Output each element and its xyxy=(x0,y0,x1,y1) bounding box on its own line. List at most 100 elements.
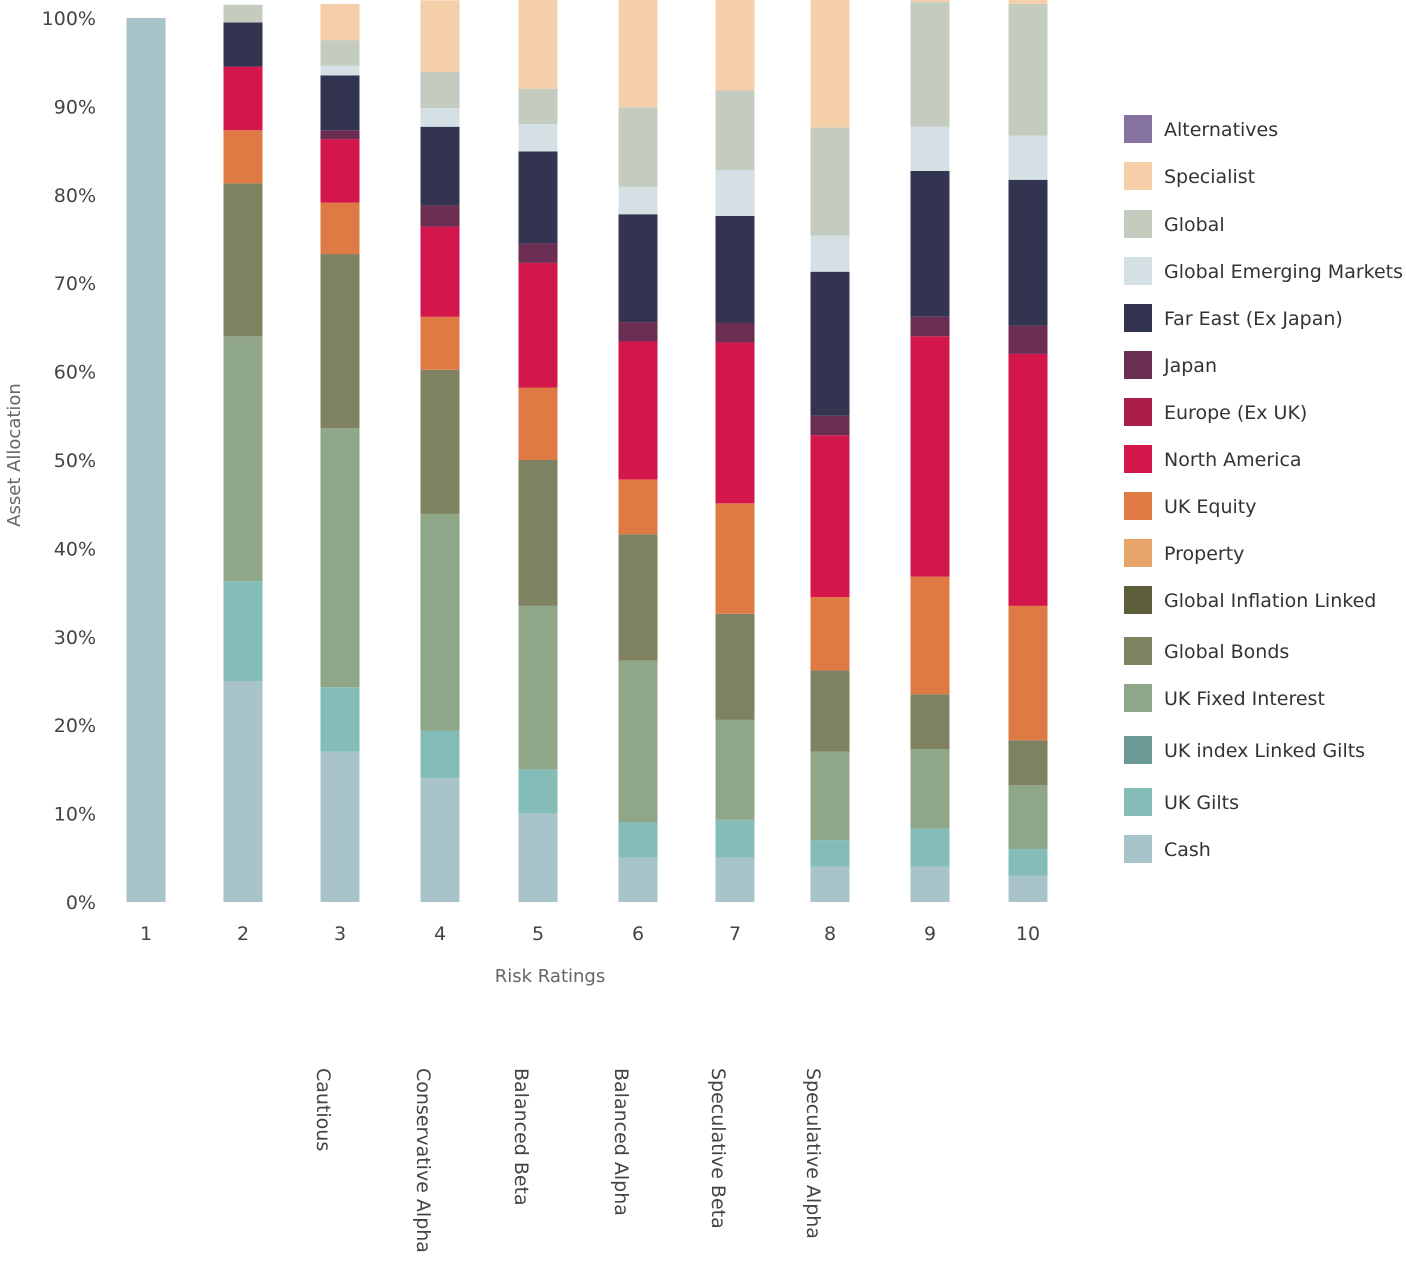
legend-swatch xyxy=(1124,445,1152,473)
bar-segment xyxy=(618,534,658,661)
profile-label: Cautious xyxy=(312,1068,334,1151)
bar-segment xyxy=(618,214,658,323)
bar-segment xyxy=(420,108,460,127)
legend-item: UK Equity xyxy=(1124,492,1257,520)
x-tick-label: 3 xyxy=(334,923,346,945)
bar-segment xyxy=(518,243,558,263)
legend-item: Cash xyxy=(1124,835,1211,863)
bar-segment xyxy=(223,66,263,131)
profile-label: Conservative Alpha xyxy=(412,1068,434,1253)
bar-segment xyxy=(320,428,360,688)
bar-segment xyxy=(1008,353,1048,606)
bar-segment xyxy=(518,262,558,388)
bar-segment xyxy=(320,3,360,41)
y-tick-label: 50% xyxy=(54,450,96,472)
bar-segment xyxy=(420,0,460,72)
x-tick-label: 6 xyxy=(632,923,644,945)
bar-segment xyxy=(1008,3,1048,136)
legend-swatch xyxy=(1124,398,1152,426)
legend-item: Global Emerging Markets xyxy=(1124,257,1403,285)
bar-segment xyxy=(810,597,850,671)
bar-segment xyxy=(910,126,950,171)
legend-item: Global xyxy=(1124,210,1225,238)
y-tick-label: 60% xyxy=(54,362,96,384)
y-tick-label: 30% xyxy=(54,627,96,649)
legend-swatch xyxy=(1124,684,1152,712)
bar-segment xyxy=(320,687,360,752)
bar-segment xyxy=(715,170,755,217)
bar-segment xyxy=(223,22,263,67)
bar-segment xyxy=(320,40,360,66)
bar-segment xyxy=(320,139,360,203)
x-tick-label: 2 xyxy=(237,923,249,945)
legend-swatch xyxy=(1124,586,1152,614)
legend-swatch xyxy=(1124,351,1152,379)
y-tick-label: 0% xyxy=(66,892,96,914)
bar-segment xyxy=(518,0,558,89)
bar-segment xyxy=(715,719,755,820)
bar-segment xyxy=(223,183,263,337)
bar-segment xyxy=(518,387,558,460)
bar-segment xyxy=(810,435,850,598)
legend-swatch xyxy=(1124,788,1152,816)
legend-swatch xyxy=(1124,835,1152,863)
bar-segment xyxy=(618,479,658,535)
legend-item: UK Gilts xyxy=(1124,788,1239,816)
legend-label: Cash xyxy=(1164,839,1211,861)
bar-segment xyxy=(1008,848,1048,876)
y-tick-label: 40% xyxy=(54,538,96,560)
legend-item: Specialist xyxy=(1124,162,1255,190)
bar-segment xyxy=(223,130,263,184)
y-tick-label: 80% xyxy=(54,185,96,207)
bar-segment xyxy=(810,866,850,902)
legend-label: Alternatives xyxy=(1164,119,1278,141)
x-tick-label: 1 xyxy=(140,923,152,945)
bar-segment xyxy=(518,124,558,152)
bar-segment xyxy=(810,127,850,236)
bar-segment xyxy=(518,605,558,770)
bar-segment xyxy=(810,751,850,841)
profile-label: Balanced Alpha xyxy=(610,1068,632,1216)
legend-label: Specialist xyxy=(1164,166,1255,188)
bar-stack-7 xyxy=(715,0,755,902)
bar-segment xyxy=(910,694,950,750)
x-tick-label: 5 xyxy=(532,923,544,945)
bar-segment xyxy=(715,342,755,504)
bar-stack-3 xyxy=(320,3,360,902)
legend-swatch xyxy=(1124,492,1152,520)
profile-label: Speculative Alpha xyxy=(802,1068,824,1239)
bar-segment xyxy=(910,749,950,829)
legend-swatch xyxy=(1124,304,1152,332)
y-tick-label: 70% xyxy=(54,273,96,295)
legend-item: UK index Linked Gilts xyxy=(1124,736,1365,764)
bar-segment xyxy=(810,840,850,867)
bar-segment xyxy=(810,415,850,436)
legend-swatch xyxy=(1124,637,1152,665)
legend-swatch xyxy=(1124,539,1152,567)
bar-segment xyxy=(715,613,755,720)
legend-label: UK Equity xyxy=(1164,496,1257,518)
bar-segment xyxy=(618,0,658,108)
x-tick-label: 4 xyxy=(434,923,446,945)
x-tick-label: 7 xyxy=(729,923,741,945)
bar-segment xyxy=(910,866,950,902)
bar-segment xyxy=(320,254,360,429)
legend-item: Alternatives xyxy=(1124,115,1278,143)
bar-segment xyxy=(618,341,658,480)
bar-segment xyxy=(810,271,850,416)
bar-segment xyxy=(420,730,460,779)
bar-segment xyxy=(420,126,460,206)
bar-segment xyxy=(715,216,755,323)
legend-item: Europe (Ex UK) xyxy=(1124,398,1307,426)
profile-label: Balanced Beta xyxy=(510,1068,532,1206)
bar-segment xyxy=(518,151,558,244)
bar-stack-4 xyxy=(420,0,460,902)
legend-item: North America xyxy=(1124,445,1302,473)
bar-segment xyxy=(810,670,850,752)
legend-label: Global Bonds xyxy=(1164,641,1289,663)
bar-segment xyxy=(1008,605,1048,741)
legend-swatch xyxy=(1124,162,1152,190)
bar-segment xyxy=(518,88,558,125)
legend-label: UK index Linked Gilts xyxy=(1164,740,1365,762)
